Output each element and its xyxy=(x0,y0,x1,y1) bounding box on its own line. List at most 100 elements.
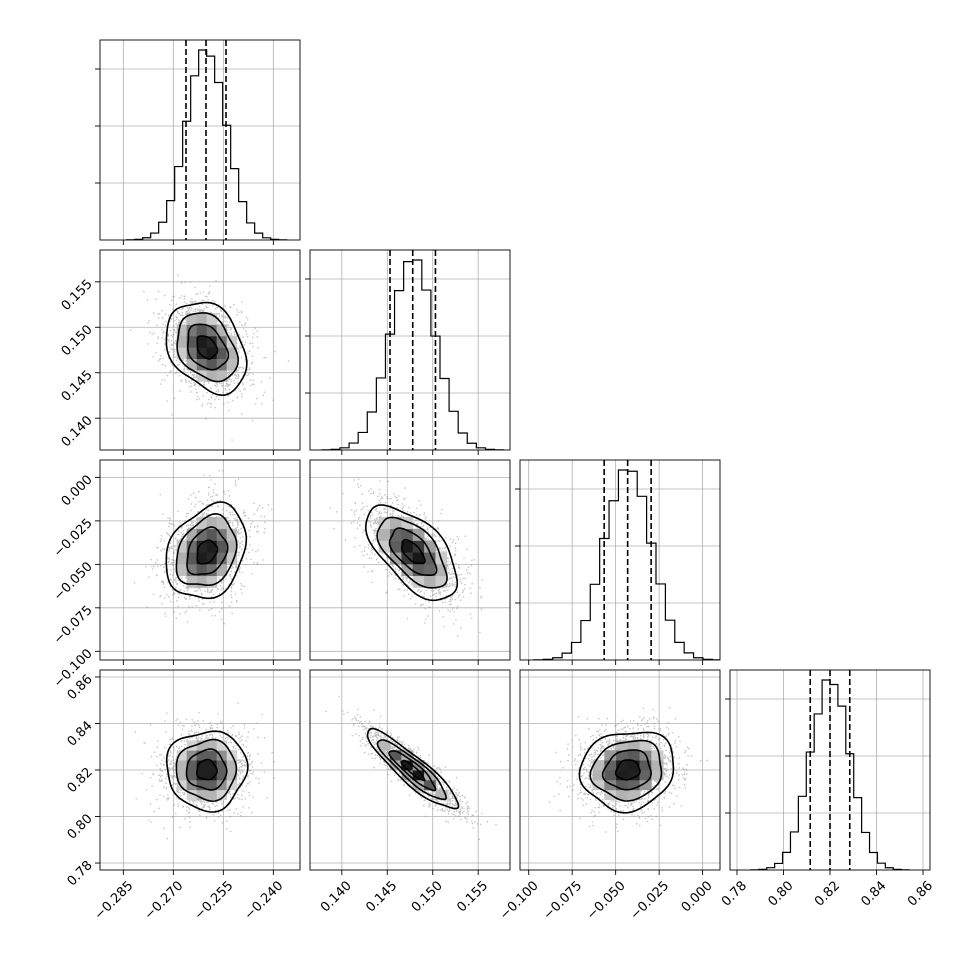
sample-point xyxy=(198,490,200,493)
sample-point xyxy=(190,520,193,522)
sample-point xyxy=(159,493,162,496)
sample-point xyxy=(222,391,224,394)
sample-point xyxy=(186,512,188,515)
sample-point xyxy=(171,545,173,548)
sample-point xyxy=(442,550,444,553)
sample-point xyxy=(185,310,187,313)
sample-point xyxy=(401,503,403,505)
sample-point xyxy=(172,334,175,336)
sample-point xyxy=(241,366,244,369)
sample-point xyxy=(146,343,149,345)
sample-point xyxy=(233,303,235,306)
sample-point xyxy=(151,565,153,568)
density-cell xyxy=(206,516,218,530)
sample-point xyxy=(233,517,236,520)
density-cell xyxy=(186,552,198,565)
density-cell xyxy=(216,324,228,337)
density-cell xyxy=(378,528,391,541)
sample-point xyxy=(456,591,459,594)
sample-point xyxy=(361,502,364,505)
sample-point xyxy=(194,300,197,303)
sample-point xyxy=(451,571,453,573)
sample-point xyxy=(235,601,238,603)
sample-point xyxy=(172,574,174,577)
sample-point xyxy=(453,611,455,613)
sample-point xyxy=(248,529,251,532)
sample-point xyxy=(210,479,213,481)
sample-point xyxy=(217,390,220,393)
density-cell xyxy=(226,528,238,541)
sample-point xyxy=(449,610,452,613)
sample-point xyxy=(198,500,200,503)
sample-point xyxy=(376,495,379,497)
sample-point xyxy=(447,571,450,574)
sample-point xyxy=(438,547,441,549)
sample-point xyxy=(239,546,241,549)
sample-point xyxy=(155,574,158,577)
sample-point xyxy=(164,379,166,381)
sample-point xyxy=(161,581,163,583)
sample-point xyxy=(242,382,244,384)
sample-point xyxy=(153,332,155,334)
sample-point xyxy=(385,511,388,514)
sample-point xyxy=(373,529,376,531)
density-cell xyxy=(390,516,402,530)
sample-point xyxy=(419,514,421,516)
sample-point xyxy=(380,512,383,515)
sample-point xyxy=(230,601,233,604)
density-cell xyxy=(216,370,228,382)
sample-point xyxy=(378,492,381,495)
sample-point xyxy=(209,285,211,287)
sample-point xyxy=(157,317,160,319)
sample-point xyxy=(191,300,193,303)
sample-point xyxy=(176,316,178,319)
sample-point xyxy=(206,499,209,502)
sample-point xyxy=(227,383,230,386)
density-panel-2-0 xyxy=(100,460,300,660)
sample-point xyxy=(236,309,238,311)
sample-point xyxy=(175,371,178,373)
sample-point xyxy=(430,533,433,536)
sample-point xyxy=(200,593,203,596)
sample-point xyxy=(215,515,218,517)
sample-point xyxy=(174,356,177,358)
density-panel-1-0 xyxy=(100,250,300,450)
sample-point xyxy=(242,535,244,538)
sample-point xyxy=(454,581,456,584)
sample-point xyxy=(188,595,191,598)
sample-point xyxy=(230,586,233,588)
sample-point xyxy=(210,396,212,398)
sample-point xyxy=(227,395,230,397)
sample-point xyxy=(237,540,240,543)
sample-point xyxy=(240,527,243,530)
sample-point xyxy=(199,308,201,311)
sample-point xyxy=(394,574,397,577)
sample-point xyxy=(230,334,233,337)
sample-point xyxy=(219,499,222,502)
sample-point xyxy=(439,593,441,596)
sample-point xyxy=(178,374,181,377)
sample-point xyxy=(402,506,404,509)
sample-point xyxy=(229,326,231,329)
sample-point xyxy=(403,595,405,597)
sample-point xyxy=(175,581,177,583)
sample-point xyxy=(187,524,190,526)
sample-point xyxy=(425,539,427,541)
sample-point xyxy=(263,515,266,518)
sample-point xyxy=(236,524,239,526)
sample-point xyxy=(423,592,426,595)
sample-point xyxy=(231,511,233,513)
sample-point xyxy=(240,393,243,395)
sample-point xyxy=(191,302,194,304)
sample-point xyxy=(215,382,218,385)
sample-point xyxy=(172,354,175,357)
sample-point xyxy=(457,564,460,567)
sample-point xyxy=(230,327,233,330)
density-cell xyxy=(186,540,198,553)
sample-point xyxy=(188,605,190,608)
sample-point xyxy=(263,521,266,524)
sample-point xyxy=(388,498,391,500)
sample-point xyxy=(174,372,177,374)
sample-point xyxy=(408,506,411,509)
sample-point xyxy=(214,384,216,387)
